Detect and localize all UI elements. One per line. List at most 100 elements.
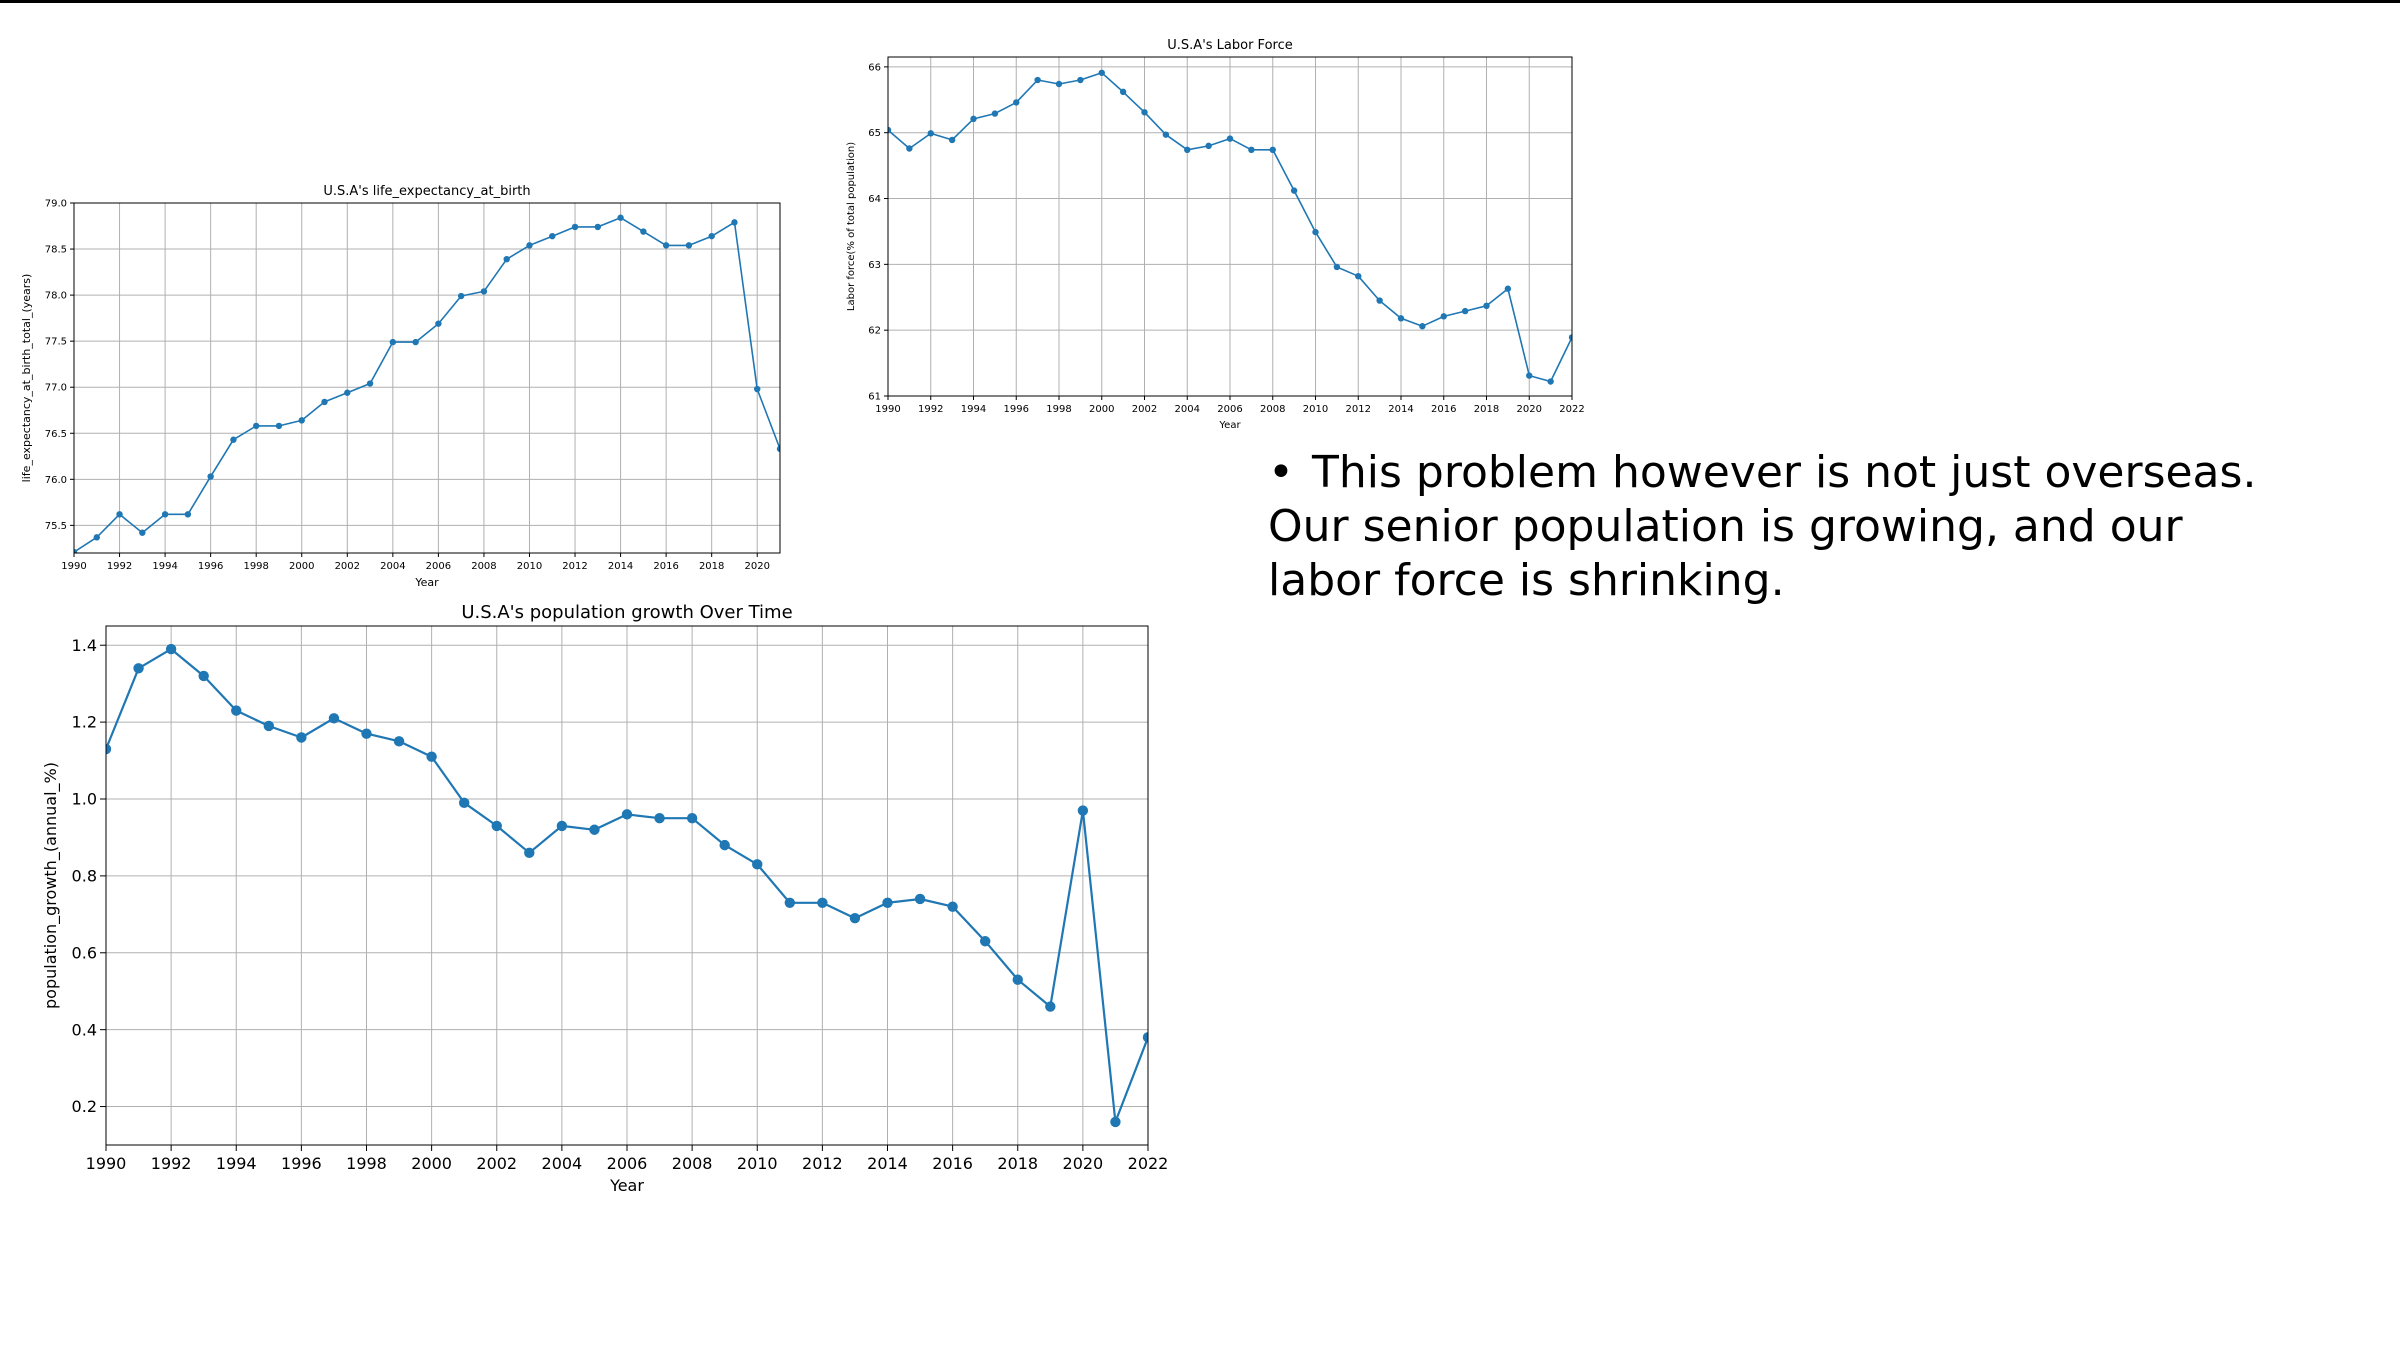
data-point [708, 232, 715, 240]
data-point [1013, 99, 1020, 106]
chart-title: U.S.A's population growth Over Time [461, 602, 792, 623]
data-point [526, 242, 533, 249]
data-point [662, 242, 670, 249]
y-tick-label: 79.0 [45, 199, 67, 210]
data-point [1397, 315, 1405, 322]
data-point [412, 338, 419, 346]
plot-frame [73, 202, 781, 554]
y-tick-label: 78.5 [45, 245, 67, 256]
x-tick-label: 1990 [86, 1154, 127, 1173]
x-tick-label: 2014 [867, 1154, 908, 1173]
x-tick-label: 1992 [107, 561, 132, 572]
top-border-rule [0, 0, 2400, 3]
data-point [480, 288, 488, 295]
data-point [1098, 69, 1105, 76]
data-point [230, 436, 237, 443]
series-group [888, 69, 1572, 385]
x-tick-label: 2020 [1517, 404, 1542, 415]
x-tick-label: 1994 [152, 561, 177, 572]
data-point [1376, 297, 1383, 304]
data-point [458, 797, 470, 809]
y-tick-label: 76.5 [45, 429, 67, 440]
y-tick-label: 66 [868, 62, 881, 73]
life-expectancy-chart-svg: 1990 1992 1994 1996 1998 2000 2002 2004 2006 2008… [20, 184, 781, 589]
data-point [752, 859, 763, 870]
series-group [106, 643, 1148, 1128]
x-tick-label: 1996 [281, 1154, 322, 1173]
y-tick-label: 77.0 [45, 383, 67, 394]
data-point [556, 820, 568, 832]
y-tick-label: 0.2 [72, 1097, 97, 1116]
data-point [1440, 313, 1447, 320]
data-point [849, 912, 861, 924]
data-point [93, 534, 100, 541]
x-tick-label: 2014 [608, 561, 633, 572]
x-tick-label: 2008 [471, 561, 496, 572]
data-point [1290, 187, 1298, 194]
data-point [207, 473, 214, 480]
data-point [106, 743, 112, 755]
x-tick-label: 1998 [346, 1154, 387, 1173]
chart-title: U.S.A's life_expectancy_at_birth [323, 184, 530, 199]
x-tick-label: 2004 [1175, 404, 1200, 415]
data-point [74, 548, 78, 553]
x-tick-label: 2002 [476, 1154, 517, 1173]
data-point [549, 232, 556, 240]
data-point [344, 389, 351, 396]
x-tick-label: 2016 [653, 561, 678, 572]
x-tick-label: 2002 [335, 561, 360, 572]
x-tick-label: 1994 [216, 1154, 257, 1173]
x-tick-label: 2018 [699, 561, 724, 572]
x-tick-label: 2020 [744, 561, 769, 572]
data-point [948, 136, 956, 144]
data-point [719, 839, 730, 851]
x-tick-label: 2012 [562, 561, 587, 572]
data-point [426, 751, 437, 762]
bullet-line-1: • This problem however is not just overse… [1268, 446, 2268, 500]
x-axis-label: Year [1218, 420, 1241, 431]
data-point [731, 219, 738, 226]
x-tick-label: 1996 [1004, 404, 1029, 415]
data-point [161, 511, 169, 518]
data-point [621, 809, 633, 820]
x-tick-label: 2012 [1346, 404, 1371, 415]
data-point [754, 385, 761, 393]
data-point [617, 214, 624, 221]
y-tick-label: 0.6 [72, 943, 97, 962]
data-point [817, 897, 828, 908]
data-point [685, 242, 693, 249]
data-point [1419, 323, 1426, 330]
x-axis-label: Year [609, 1176, 644, 1195]
data-point [927, 130, 934, 137]
y-tick-label: 76.0 [45, 475, 67, 486]
y-tick-label: 77.5 [45, 337, 67, 348]
data-point [133, 663, 144, 674]
data-point [906, 145, 913, 152]
data-point [116, 511, 123, 518]
x-tick-label: 2006 [607, 1154, 648, 1173]
x-tick-label: 2010 [1303, 404, 1328, 415]
y-tick-label: 62 [868, 326, 881, 337]
y-tick-label: 1.4 [72, 636, 97, 655]
data-point [231, 705, 242, 716]
data-point [571, 223, 579, 231]
y-tick-label: 64 [868, 194, 881, 205]
labor-force-chart-svg: 1990 1992 1994 1996 1998 2000 2002 2004 2006 2008… [846, 38, 1585, 431]
y-tick-label: 65 [868, 128, 881, 139]
y-axis-label: Labor force(% of total population) [846, 142, 857, 311]
x-tick-label: 2016 [932, 1154, 973, 1173]
series-line [74, 216, 780, 553]
bullet-line-3: labor force is shrinking. [1268, 555, 1785, 606]
y-axis-label: life_expectancy_at_birth_total_(years) [20, 274, 33, 483]
data-point [979, 936, 991, 947]
y-tick-label: 63 [868, 260, 881, 271]
x-tick-label: 2006 [1217, 404, 1242, 415]
data-point [503, 255, 510, 263]
data-point [252, 422, 260, 430]
x-tick-label: 1992 [151, 1154, 192, 1173]
chart-title: U.S.A's Labor Force [1167, 38, 1292, 53]
data-point [589, 824, 600, 835]
bullet-marker: • [1268, 447, 1294, 498]
x-tick-label: 1990 [875, 404, 900, 415]
data-point [1248, 146, 1255, 154]
